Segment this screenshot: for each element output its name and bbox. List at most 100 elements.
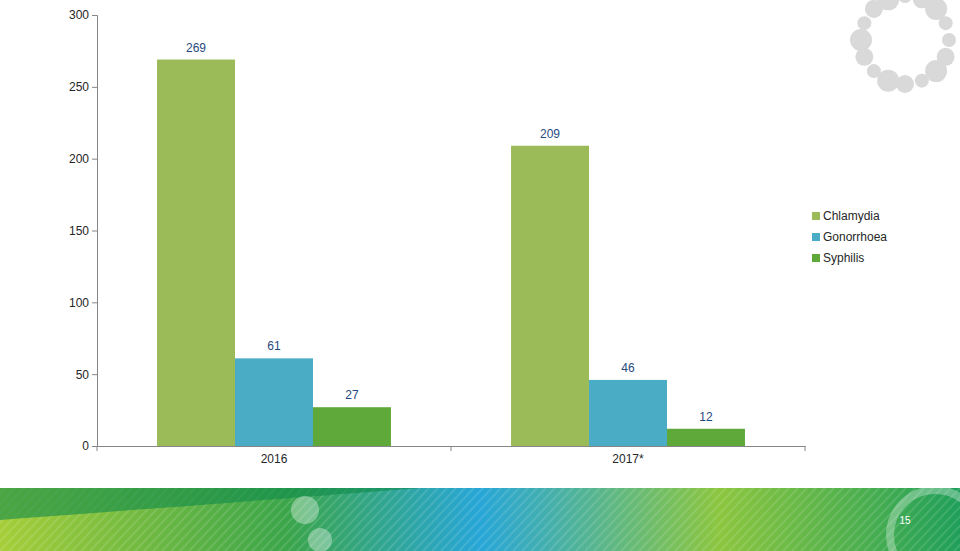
banner-stripe	[351, 488, 411, 551]
banner-stripe	[702, 488, 762, 551]
x-tick-label: 2017*	[612, 452, 644, 466]
decor-dot	[850, 29, 872, 51]
y-tick-label: 50	[76, 368, 90, 382]
banner-stripes	[0, 488, 960, 551]
banner-stripe	[567, 488, 627, 551]
banner-stripe	[369, 488, 429, 551]
banner-stripe	[693, 488, 753, 551]
data-label: 269	[186, 41, 206, 55]
page-number: 15	[899, 515, 911, 526]
data-label: 12	[699, 410, 713, 424]
banner-stripe	[378, 488, 438, 551]
y-tick-label: 200	[69, 152, 89, 166]
bar	[235, 358, 313, 446]
banner-stripe	[576, 488, 636, 551]
banner-stripe	[594, 488, 654, 551]
y-tick-mark	[92, 374, 97, 375]
banner-stripe	[801, 488, 861, 551]
y-tick-mark	[92, 231, 97, 232]
banner-stripe	[549, 488, 609, 551]
banner-stripe	[477, 488, 537, 551]
banner-stripe	[513, 488, 573, 551]
y-tick: 100	[69, 296, 97, 310]
banner-stripe	[828, 488, 888, 551]
decor-dot	[939, 16, 953, 30]
banner-stripe	[450, 488, 510, 551]
banner-stripe	[432, 488, 492, 551]
y-tick-label: 100	[69, 296, 89, 310]
x-axis: 20162017*	[98, 446, 806, 466]
banner	[0, 488, 960, 551]
y-tick-mark	[92, 159, 97, 160]
y-axis-line	[92, 16, 98, 447]
banner-stripe	[810, 488, 870, 551]
decor-dot	[915, 74, 929, 88]
banner-stripe	[666, 488, 726, 551]
banner-stripe	[468, 488, 528, 551]
banner-stripe	[423, 488, 483, 551]
y-tick-label: 150	[69, 224, 89, 238]
banner-stripe	[441, 488, 501, 551]
banner-stripe	[675, 488, 735, 551]
banner-stripe	[522, 488, 582, 551]
y-tick: 200	[69, 152, 97, 166]
legend-swatch	[812, 212, 820, 220]
y-tick-label: 250	[69, 80, 89, 94]
banner-stripe	[765, 488, 825, 551]
banner-stripe	[558, 488, 618, 551]
chart: 1505010015020025030020162017*26920961462…	[0, 0, 960, 551]
y-tick: 50	[76, 368, 97, 382]
x-tick: 2017*	[612, 446, 644, 466]
banner-stripe	[414, 488, 474, 551]
banner-stripe	[540, 488, 600, 551]
bar	[313, 407, 391, 446]
y-tick: 300	[69, 8, 97, 22]
banner-stripe	[747, 488, 807, 551]
banner-stripe	[459, 488, 519, 551]
banner-stripe	[396, 488, 456, 551]
banner-stripe	[720, 488, 780, 551]
banner-stripe	[774, 488, 834, 551]
banner-stripe	[342, 488, 402, 551]
legend-label: Gonorrhoea	[823, 230, 887, 244]
bar	[157, 60, 235, 446]
y-axis: 0 50 100 150 200 250 300	[69, 8, 98, 453]
y-tick: 0	[82, 439, 97, 453]
banner-stripe	[405, 488, 465, 551]
banner-stripe	[612, 488, 672, 551]
y-tick-label: 0	[82, 439, 89, 453]
legend: Chlamydia Gonorrhoea Syphilis	[812, 209, 887, 265]
decor-dot	[877, 0, 899, 10]
legend-label: Chlamydia	[823, 209, 880, 223]
banner-stripe	[531, 488, 591, 551]
bar	[667, 429, 745, 446]
data-label: 46	[621, 361, 635, 375]
banner-stripe	[657, 488, 717, 551]
banner-stripe	[333, 488, 393, 551]
y-tick-label: 300	[69, 8, 89, 22]
decoration	[0, 0, 960, 551]
data-label: 209	[540, 127, 560, 141]
decor-dot	[867, 64, 881, 78]
banner-stripe	[819, 488, 879, 551]
bars	[157, 60, 745, 446]
banner-stripe	[711, 488, 771, 551]
banner-wave	[0, 488, 420, 520]
banner-stripe	[648, 488, 708, 551]
y-tick-mark	[92, 302, 97, 303]
banner-bubble	[291, 496, 319, 524]
legend-label: Syphilis	[823, 251, 864, 265]
y-tick-mark	[92, 87, 97, 88]
y-tick-mark	[92, 15, 97, 16]
banner-stripe	[891, 488, 951, 551]
banner-ring	[890, 490, 960, 551]
banner-stripe	[792, 488, 852, 551]
banner-stripe	[756, 488, 816, 551]
decor-dot	[857, 16, 871, 30]
data-label: 27	[345, 388, 359, 402]
banner-stripe	[495, 488, 555, 551]
banner-stripe	[783, 488, 843, 551]
x-separator	[97, 446, 98, 451]
banner-stripe	[324, 488, 384, 551]
banner-stripe	[585, 488, 645, 551]
